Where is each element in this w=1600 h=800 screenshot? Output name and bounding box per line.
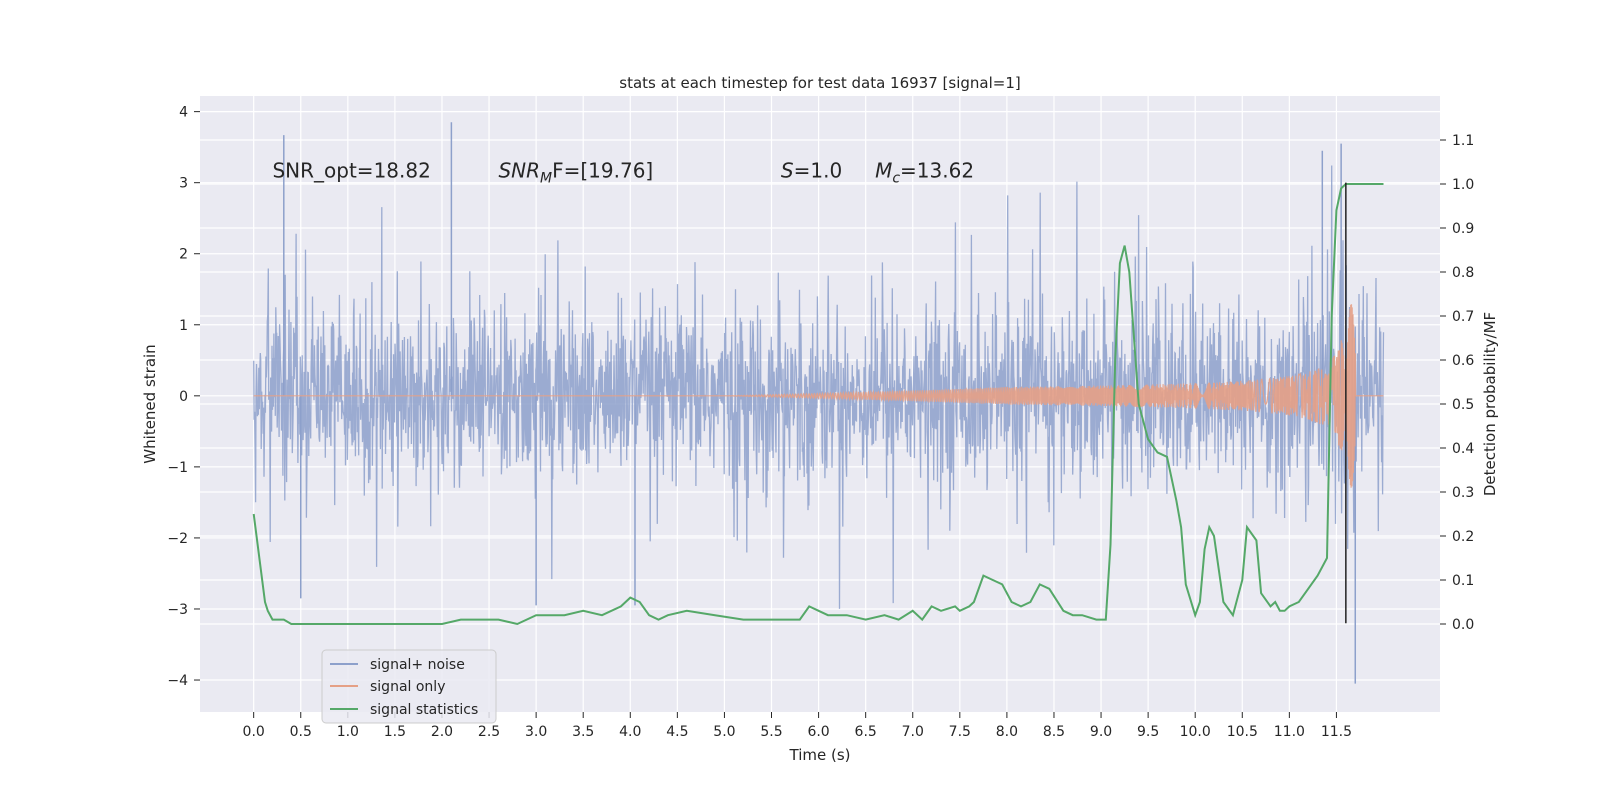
y-right-tick-label: 0.1: [1452, 573, 1474, 589]
x-tick-label: 0.5: [290, 724, 312, 740]
x-tick-label: 10.5: [1227, 724, 1258, 740]
y-axis-left-ticks: 4 3 2 1 0 −1 −2 −3 −4: [167, 105, 200, 689]
y-right-tick-label: 1.1: [1452, 133, 1474, 149]
legend: signal+ noise signal only signal statist…: [321, 649, 497, 724]
y-right-tick-label: 0.8: [1452, 265, 1474, 281]
annotation-0: SNR_opt=18.82: [272, 159, 430, 183]
y-axis-right-ticks: 1.1 1.0 0.9 0.8 0.7 0.6 0.5 0.4 0.3 0.2 0.1 0.0: [1440, 133, 1474, 633]
y-left-tick-label: −4: [167, 673, 188, 689]
y-axis-right-label: Detection probability/MF: [1481, 312, 1499, 496]
y-right-tick-label: 0.2: [1452, 529, 1474, 545]
x-tick-label: 4.5: [666, 724, 688, 740]
x-tick-label: 2.0: [431, 724, 453, 740]
x-tick-label: 0.0: [243, 724, 265, 740]
x-tick-label: 1.0: [337, 724, 359, 740]
x-tick-label: 6.0: [807, 724, 829, 740]
x-tick-label: 2.5: [478, 724, 500, 740]
series-line-signal-only: [253, 304, 1384, 488]
legend-label-signal-statistics: signal statistics: [370, 702, 478, 718]
y-left-tick-label: 1: [179, 318, 188, 334]
x-tick-label: 5.5: [760, 724, 782, 740]
series-signal-only: [253, 304, 1384, 488]
y-right-tick-label: 0.9: [1452, 221, 1474, 237]
x-tick-label: 9.5: [1137, 724, 1159, 740]
y-left-tick-label: −3: [167, 602, 188, 618]
y-right-tick-label: 1.0: [1452, 177, 1474, 193]
x-tick-label: 3.0: [525, 724, 547, 740]
y-right-tick-label: 0.0: [1452, 617, 1474, 633]
x-axis-label: Time (s): [789, 746, 851, 764]
y-right-tick-label: 0.7: [1452, 309, 1474, 325]
x-tick-label: 11.0: [1274, 724, 1305, 740]
y-right-tick-label: 0.3: [1452, 485, 1474, 501]
x-tick-label: 9.0: [1090, 724, 1112, 740]
x-tick-label: 11.5: [1321, 724, 1352, 740]
annotation-3: Mc=13.62: [875, 159, 974, 187]
x-tick-label: 8.5: [1043, 724, 1065, 740]
x-tick-label: 7.0: [902, 724, 924, 740]
annotation-1: SNRMF=[19.76]: [498, 159, 653, 187]
y-left-tick-label: 3: [179, 176, 188, 192]
annotations: SNR_opt=18.82 SNRMF=[19.76] S=1.0 Mc=13.62: [272, 159, 974, 187]
y-left-tick-label: −2: [167, 531, 188, 547]
x-tick-label: 5.0: [713, 724, 735, 740]
legend-label-signal-only: signal only: [370, 679, 445, 695]
x-tick-label: 6.5: [855, 724, 877, 740]
y-axis-left-label: Whitened strain: [141, 344, 159, 463]
y-left-tick-label: 0: [179, 389, 188, 405]
x-tick-label: 4.0: [619, 724, 641, 740]
annotation-2: S=1.0: [781, 159, 842, 183]
chart-title: stats at each timestep for test data 169…: [619, 74, 1020, 92]
x-tick-label: 3.5: [572, 724, 594, 740]
x-tick-label: 1.5: [384, 724, 406, 740]
x-tick-label: 8.0: [996, 724, 1018, 740]
x-tick-label: 7.5: [949, 724, 971, 740]
legend-label-signal-noise: signal+ noise: [370, 657, 465, 673]
y-right-tick-label: 0.4: [1452, 441, 1474, 457]
y-left-tick-label: 2: [179, 247, 188, 263]
legend-box: [321, 649, 497, 724]
x-axis-ticks: 0.0 0.5 1.0 1.5 2.0 2.5 3.0 3.5 4.0 4.5 5.0 5.5 6.0 6…: [243, 712, 1352, 740]
y-left-tick-label: 4: [179, 105, 188, 121]
y-right-tick-label: 0.5: [1452, 397, 1474, 413]
y-right-tick-label: 0.6: [1452, 353, 1474, 369]
y-left-tick-label: −1: [167, 460, 188, 476]
x-tick-label: 10.0: [1180, 724, 1211, 740]
